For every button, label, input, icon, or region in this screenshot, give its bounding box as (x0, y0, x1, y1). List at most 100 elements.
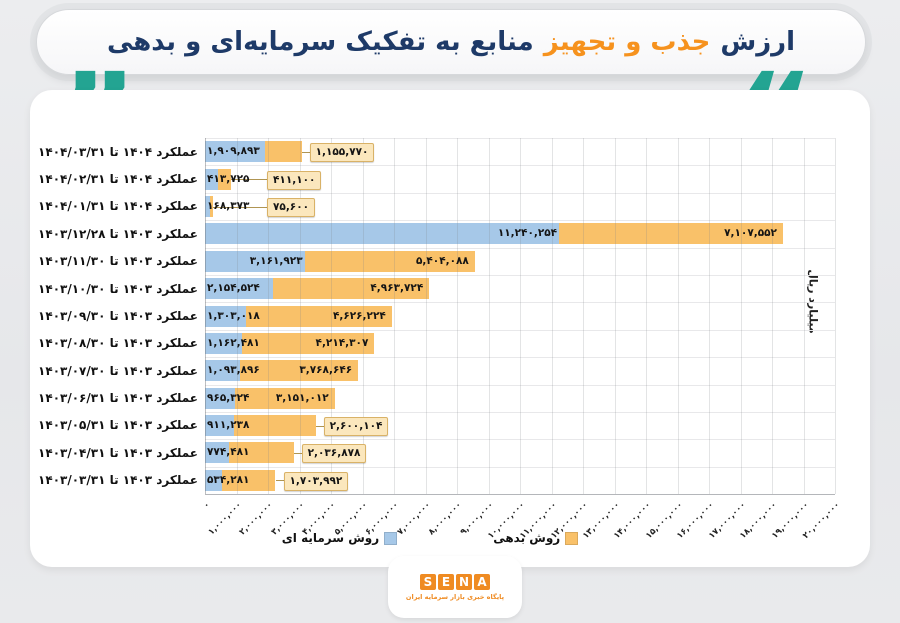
category-label: عملکرد ۱۴۰۳ تا ۱۴۰۳/۰۵/۳۱ (38, 418, 198, 433)
logo-letter-tile: E (438, 573, 454, 590)
value-gridline (583, 138, 584, 494)
row-gridline (205, 411, 835, 413)
value-gridline (772, 138, 773, 494)
capital-bar (205, 442, 230, 464)
debt-bar (239, 360, 359, 382)
capital-value-label: ۱۶۸,۳۷۳ (207, 199, 250, 212)
capital-bar (205, 168, 218, 190)
capital-value-label: ۱,۹۰۹,۸۹۳ (207, 145, 260, 158)
debt-bar (559, 223, 783, 245)
capital-value-label: ۹۶۵,۳۲۴ (207, 391, 250, 404)
callout-leader-line (301, 151, 314, 153)
legend-swatch-icon (384, 531, 398, 545)
category-label: عملکرد ۱۴۰۴ تا ۱۴۰۴/۰۲/۳۱ (38, 172, 198, 187)
debt-value-callout: ۴۱۱,۱۰۰ (267, 170, 322, 190)
debt-value-label: ۳,۱۵۱,۰۱۲ (275, 391, 329, 404)
legend-label: روش سرمایه ای (281, 531, 380, 545)
debt-value-label: ۳,۷۶۸,۶۴۶ (299, 364, 353, 377)
capital-bar (205, 278, 273, 300)
value-gridline (205, 138, 206, 494)
value-tick-label: ۰ (201, 500, 213, 511)
row-gridline (205, 439, 835, 441)
capital-bar (205, 223, 560, 245)
debt-bar (235, 387, 335, 409)
capital-value-label: ۳,۱۶۱,۹۲۳ (249, 254, 303, 267)
chart-legend: روش سرمایه ای روش بدهی (30, 528, 830, 548)
row-gridline (205, 466, 835, 468)
capital-bar (205, 387, 236, 409)
value-gridline (803, 138, 805, 494)
capital-bar (205, 195, 211, 217)
debt-value-callout: ۷۵,۶۰۰ (267, 198, 316, 217)
capital-bar (205, 360, 240, 382)
value-gridline (394, 138, 395, 494)
legend-item: روش بدهی (493, 531, 579, 545)
capital-value-label: ۵۳۴,۲۸۱ (207, 473, 250, 486)
debt-value-label: ۴,۲۱۴,۳۰۷ (315, 336, 369, 349)
capital-bar (205, 250, 305, 272)
row-gridline (205, 138, 835, 139)
category-label: عملکرد ۱۴۰۳ تا ۱۴۰۳/۰۴/۳۱ (38, 445, 198, 460)
value-gridline (551, 138, 553, 494)
logo-letter-tile: S (420, 573, 436, 590)
row-gridline (205, 329, 835, 331)
title-part2: منابع به تفکیک سرمایه‌ای و بدهی (106, 27, 534, 57)
debt-bar (218, 168, 231, 190)
value-gridline (520, 138, 521, 494)
category-label: عملکرد ۱۴۰۴ تا ۱۴۰۴/۰۳/۳۱ (38, 144, 198, 159)
debt-bar (272, 278, 430, 300)
logo-letter-tile: N (456, 573, 472, 590)
capital-value-label: ۹۱۱,۲۳۸ (207, 419, 250, 432)
row-gridline (205, 302, 835, 304)
page-title: ارزش جذب و تجهیز منابع به تفکیک سرمایه‌ای … (37, 10, 865, 74)
debt-bar (246, 305, 392, 327)
debt-bar (265, 141, 302, 163)
capital-bar (205, 141, 266, 163)
value-gridline (488, 138, 490, 494)
category-label: عملکرد ۱۴۰۳ تا ۱۴۰۳/۱۱/۳۰ (38, 254, 198, 269)
callout-leader-line (231, 179, 271, 181)
callout-leader-line (293, 452, 306, 454)
capital-value-label: ۱,۰۹۳,۸۹۶ (207, 364, 260, 377)
logo-letter-tile: A (474, 573, 490, 590)
row-gridline (205, 384, 835, 386)
callout-leader-line (315, 425, 328, 427)
debt-bar (221, 469, 276, 491)
legend-item: روش سرمایه ای (281, 531, 398, 545)
row-gridline (205, 165, 835, 167)
value-gridline (362, 138, 364, 494)
category-label: عملکرد ۱۴۰۳ تا ۱۴۰۳/۰۶/۳۱ (38, 391, 198, 406)
value-gridline (614, 138, 616, 494)
logo-tagline: پایگاه خبری بازار سرمایه ایران (405, 592, 505, 601)
row-gridline (205, 274, 835, 276)
debt-value-callout: ۲,۶۰۰,۱۰۴ (323, 417, 389, 436)
debt-value-label: ۵,۴۰۴,۰۸۸ (416, 254, 469, 267)
row-gridline (205, 220, 835, 222)
chart-card: ۱,۹۰۹,۸۹۳ ۱,۱۵۵,۷۷۰ ۴۱۳,۷۲۵ ۴۱۱,۱۰۰ ۱۶۸,۳۷۳ ۷… (30, 90, 870, 567)
value-gridline (457, 138, 458, 494)
value-gridline (835, 138, 836, 494)
capital-value-label: ۴۱۳,۷۲۵ (207, 172, 250, 185)
value-gridline (677, 138, 679, 494)
capital-bar (205, 332, 242, 354)
capital-value-label: ۱,۳۰۳,۰۱۸ (207, 309, 260, 322)
debt-value-callout: ۱,۱۵۵,۷۷۰ (309, 143, 375, 163)
debt-bar (233, 415, 316, 437)
legend-swatch-icon (565, 531, 579, 545)
category-label: عملکرد ۱۴۰۳ تا ۱۴۰۳/۱۲/۲۸ (38, 226, 198, 241)
plot-area: ۱,۹۰۹,۸۹۳ ۱,۱۵۵,۷۷۰ ۴۱۳,۷۲۵ ۴۱۱,۱۰۰ ۱۶۸,۳۷۳ ۷… (205, 138, 836, 495)
row-gridline (205, 247, 835, 249)
capital-value-label: ۱۱,۲۴۰,۲۵۴ (497, 227, 558, 240)
row-gridline (205, 357, 835, 359)
title-part1: ارزش (720, 27, 796, 57)
capital-value-label: ۱,۱۶۲,۴۸۱ (207, 336, 260, 349)
category-label: عملکرد ۱۴۰۳ تا ۱۴۰۳/۰۳/۳۱ (38, 473, 198, 488)
debt-bar (210, 195, 213, 217)
axis-baseline (205, 494, 835, 495)
debt-value-callout: ۱,۷۰۳,۹۹۲ (283, 471, 349, 491)
value-gridline (740, 138, 742, 494)
category-label: عملکرد ۱۴۰۳ تا ۱۴۰۳/۱۰/۳۰ (38, 281, 198, 296)
